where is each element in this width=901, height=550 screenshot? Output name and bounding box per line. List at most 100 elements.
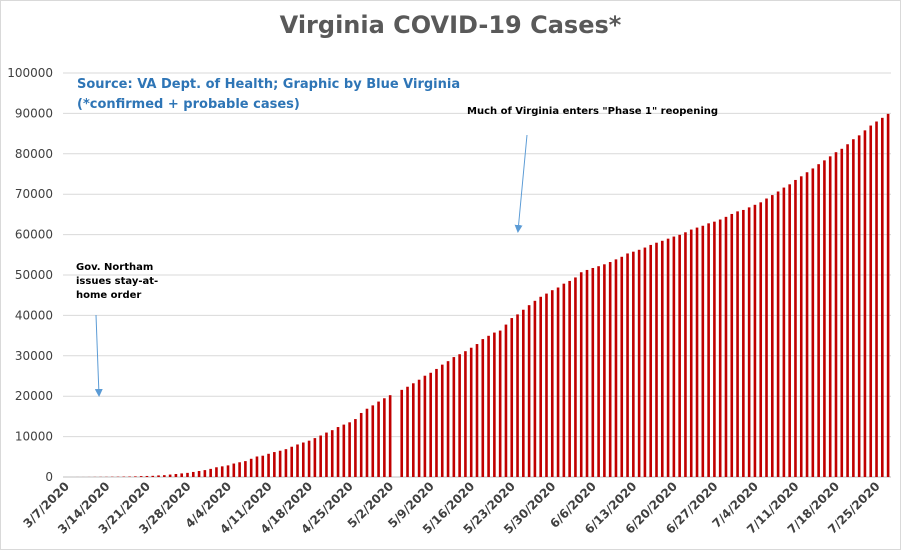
bar xyxy=(180,473,184,477)
bar xyxy=(325,432,328,477)
bar xyxy=(342,424,346,477)
bar xyxy=(504,324,508,477)
bar xyxy=(655,242,658,477)
y-tick-label: 80000 xyxy=(15,147,53,161)
bar xyxy=(603,264,606,477)
bar xyxy=(168,474,172,477)
bar xyxy=(417,379,421,477)
bar xyxy=(742,209,745,477)
bar xyxy=(649,244,653,477)
bar xyxy=(226,465,230,477)
y-tick-label: 0 xyxy=(45,470,53,484)
bar xyxy=(163,475,166,477)
chart-title: Virginia COVID-19 Cases* xyxy=(279,11,622,39)
bar xyxy=(313,438,317,477)
bar xyxy=(307,440,311,477)
bar xyxy=(383,398,386,477)
y-axis-ticks: 0 10000 20000 30000 40000 50000 60000 70000 8000… xyxy=(7,66,53,484)
bar xyxy=(886,113,890,477)
annotation-arrow xyxy=(514,134,528,233)
bar xyxy=(469,347,473,477)
bar xyxy=(799,176,803,477)
bar xyxy=(597,266,600,477)
annotation-arrows xyxy=(94,134,528,397)
bar xyxy=(151,475,155,477)
bar xyxy=(186,472,189,477)
bar xyxy=(834,152,838,477)
bar xyxy=(139,476,143,477)
bar xyxy=(724,216,728,477)
bar xyxy=(359,412,363,477)
bar xyxy=(869,125,873,477)
bar xyxy=(481,339,485,477)
bar xyxy=(881,117,884,477)
bar xyxy=(805,172,809,478)
bar xyxy=(846,144,849,477)
bar xyxy=(637,249,641,477)
bar xyxy=(533,300,537,477)
bar xyxy=(284,449,288,477)
bar xyxy=(220,466,224,477)
bar xyxy=(301,442,305,477)
bar xyxy=(371,405,375,477)
bar xyxy=(296,444,299,477)
bar xyxy=(510,318,514,477)
bar xyxy=(290,446,294,477)
bar xyxy=(608,262,612,477)
bar xyxy=(458,354,461,477)
bar xyxy=(770,195,774,477)
bar xyxy=(197,471,201,477)
bar xyxy=(632,251,635,477)
bar xyxy=(348,422,351,477)
bar xyxy=(365,408,369,477)
bar xyxy=(562,283,566,477)
bar xyxy=(875,121,878,478)
bar xyxy=(157,475,160,477)
bar xyxy=(145,475,149,477)
bar xyxy=(747,207,751,477)
bar xyxy=(539,296,542,477)
bar xyxy=(643,247,647,477)
bar xyxy=(435,368,438,477)
bar xyxy=(828,156,832,477)
annotation-stay-at-home: Gov. Northam issues stay-at-home order xyxy=(76,262,159,301)
y-tick-label: 50000 xyxy=(15,268,53,282)
bar xyxy=(753,204,757,477)
bar xyxy=(672,236,676,477)
bar xyxy=(174,474,178,477)
bar xyxy=(319,435,322,477)
bar xyxy=(232,463,236,477)
y-tick-label: 30000 xyxy=(15,349,53,363)
y-tick-label: 20000 xyxy=(15,389,53,403)
bar xyxy=(527,305,531,477)
y-tick-label: 40000 xyxy=(15,308,53,322)
bar xyxy=(336,427,340,477)
bar xyxy=(267,453,270,477)
bar xyxy=(626,253,629,477)
bar xyxy=(689,229,693,477)
bar xyxy=(701,225,705,477)
bar xyxy=(857,135,861,478)
y-tick-label: 10000 xyxy=(15,430,53,444)
bar xyxy=(377,401,380,477)
bar xyxy=(330,430,334,477)
y-tick-label: 90000 xyxy=(15,106,53,120)
bar xyxy=(487,335,490,477)
bar xyxy=(249,458,253,477)
annotation-arrow xyxy=(94,314,103,397)
bar xyxy=(713,221,716,477)
bar xyxy=(684,232,687,477)
bar xyxy=(666,238,670,477)
bar xyxy=(817,164,820,477)
bar xyxy=(388,395,392,477)
bar xyxy=(782,187,786,477)
bar xyxy=(464,351,467,477)
y-tick-label: 100000 xyxy=(7,66,53,80)
bar xyxy=(620,256,624,477)
bar xyxy=(823,160,826,478)
bar xyxy=(695,227,699,477)
bar xyxy=(244,461,247,477)
bar xyxy=(730,213,734,477)
bar xyxy=(215,467,218,477)
